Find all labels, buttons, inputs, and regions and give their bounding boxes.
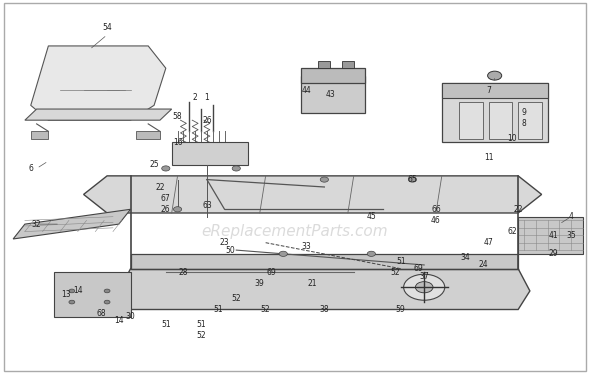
- Text: 24: 24: [478, 260, 488, 269]
- Text: 54: 54: [102, 23, 112, 32]
- Text: 25: 25: [149, 160, 159, 169]
- Text: 43: 43: [325, 90, 335, 99]
- Polygon shape: [460, 102, 483, 139]
- Text: 66: 66: [431, 205, 441, 214]
- Circle shape: [232, 166, 240, 171]
- Polygon shape: [84, 176, 542, 213]
- Text: 62: 62: [507, 227, 517, 236]
- Circle shape: [404, 274, 445, 300]
- Text: 4: 4: [569, 212, 573, 221]
- Polygon shape: [319, 61, 330, 68]
- Polygon shape: [301, 68, 365, 83]
- Text: 34: 34: [460, 253, 470, 262]
- Text: 26: 26: [202, 116, 212, 125]
- Polygon shape: [172, 142, 248, 165]
- Text: 58: 58: [173, 112, 182, 121]
- Text: 2: 2: [193, 94, 198, 102]
- Text: 51: 51: [196, 320, 206, 329]
- Text: 28: 28: [179, 268, 188, 277]
- Text: 39: 39: [255, 279, 265, 288]
- Polygon shape: [301, 76, 365, 113]
- Text: 11: 11: [484, 153, 493, 162]
- Circle shape: [408, 177, 417, 182]
- Text: 69: 69: [414, 264, 423, 273]
- Text: 23: 23: [219, 238, 230, 247]
- Polygon shape: [54, 272, 130, 317]
- Text: 22: 22: [155, 183, 165, 191]
- Polygon shape: [13, 209, 130, 239]
- Text: 51: 51: [161, 320, 171, 329]
- Circle shape: [69, 300, 75, 304]
- Text: 45: 45: [366, 212, 376, 221]
- Text: 13: 13: [61, 290, 71, 299]
- Polygon shape: [442, 83, 548, 98]
- Circle shape: [104, 300, 110, 304]
- Text: 6: 6: [28, 164, 33, 173]
- Text: 52: 52: [261, 305, 270, 314]
- Polygon shape: [518, 102, 542, 139]
- Circle shape: [367, 251, 375, 257]
- Polygon shape: [442, 83, 548, 142]
- Circle shape: [320, 177, 329, 182]
- Polygon shape: [25, 109, 172, 120]
- Text: 21: 21: [308, 279, 317, 288]
- Text: 65: 65: [408, 175, 417, 184]
- Circle shape: [162, 166, 170, 171]
- Text: 7: 7: [486, 86, 491, 95]
- Polygon shape: [518, 217, 583, 254]
- Text: 46: 46: [431, 216, 441, 225]
- Text: 10: 10: [507, 134, 517, 143]
- Text: 69: 69: [267, 268, 276, 277]
- Polygon shape: [489, 102, 512, 139]
- Text: 1: 1: [205, 94, 209, 102]
- Text: 22: 22: [513, 205, 523, 214]
- Text: 52: 52: [390, 268, 399, 277]
- Circle shape: [173, 207, 182, 212]
- Text: 51: 51: [396, 257, 405, 266]
- Polygon shape: [31, 46, 166, 120]
- Text: 68: 68: [96, 309, 106, 318]
- Text: 50: 50: [225, 246, 235, 255]
- Text: 52: 52: [196, 331, 206, 340]
- Text: 51: 51: [214, 305, 224, 314]
- Text: 67: 67: [161, 194, 171, 203]
- Text: 14: 14: [73, 286, 83, 295]
- Text: 44: 44: [302, 86, 312, 95]
- Text: 35: 35: [566, 231, 576, 240]
- Circle shape: [415, 282, 433, 293]
- Circle shape: [104, 289, 110, 293]
- Text: 8: 8: [522, 119, 526, 128]
- Text: 41: 41: [549, 231, 558, 240]
- Text: 52: 52: [231, 294, 241, 303]
- Text: 14: 14: [114, 316, 124, 325]
- Text: 47: 47: [484, 238, 494, 247]
- Polygon shape: [31, 131, 48, 139]
- Text: 37: 37: [419, 272, 429, 280]
- Text: 9: 9: [522, 108, 526, 117]
- Text: 59: 59: [396, 305, 405, 314]
- Text: 30: 30: [126, 312, 136, 321]
- Polygon shape: [136, 131, 160, 139]
- Text: 26: 26: [161, 205, 171, 214]
- Text: 38: 38: [320, 305, 329, 314]
- Text: eReplacementParts.com: eReplacementParts.com: [202, 224, 388, 239]
- Circle shape: [487, 71, 502, 80]
- Circle shape: [69, 289, 75, 293]
- Polygon shape: [130, 254, 518, 269]
- Polygon shape: [342, 61, 354, 68]
- Text: 29: 29: [549, 249, 558, 258]
- Text: 32: 32: [32, 220, 41, 229]
- Text: 63: 63: [202, 201, 212, 210]
- Text: 16: 16: [173, 138, 182, 147]
- Text: 33: 33: [302, 242, 312, 251]
- Circle shape: [279, 251, 287, 257]
- Polygon shape: [119, 269, 530, 310]
